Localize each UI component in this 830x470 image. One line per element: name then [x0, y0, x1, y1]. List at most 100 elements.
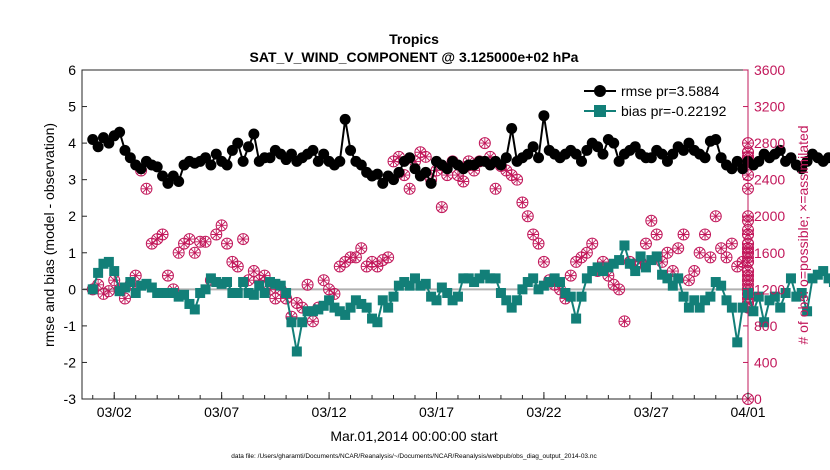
y-left-tick-label: 3: [68, 172, 76, 188]
obs-marker: [156, 228, 169, 241]
bias-point: [748, 306, 759, 317]
rmse-point: [205, 159, 217, 171]
bias-point: [334, 306, 345, 317]
bias-point: [635, 251, 646, 262]
bias-point: [318, 300, 329, 311]
bias-point: [640, 262, 651, 273]
y-left-tick-label: 6: [68, 62, 76, 78]
bias-point: [313, 304, 324, 315]
bias-point: [544, 277, 555, 288]
obs-marker: [720, 251, 733, 264]
obs-possible-circle: [231, 260, 244, 273]
obs-assimilated-cross: [673, 243, 684, 254]
bias-point: [184, 298, 195, 309]
obs-marker: [118, 292, 131, 305]
bias-point: [828, 277, 830, 288]
obs-marker: [419, 150, 432, 163]
y-axis-left-label: rmse and bias (model - observation): [41, 123, 57, 347]
y-right-tick-label: 0: [754, 391, 762, 407]
obs-marker: [693, 246, 706, 259]
obs-possible-circle: [666, 265, 679, 278]
obs-possible-circle: [247, 265, 260, 278]
obs-possible-circle: [210, 228, 223, 241]
x-tick-label: 03/27: [634, 404, 669, 420]
bias-point: [721, 295, 732, 306]
obs-assimilated-cross: [694, 247, 705, 258]
obs-assimilated-cross: [377, 255, 388, 266]
rmse-point: [334, 155, 346, 167]
obs-assimilated-cross: [254, 275, 265, 286]
bias-point: [662, 273, 673, 284]
bias-point: [216, 278, 227, 289]
bias-point: [764, 295, 775, 306]
bias-point: [109, 266, 120, 277]
obs-marker: [328, 287, 341, 300]
bias-point: [538, 280, 549, 291]
obs-possible-circle: [682, 274, 695, 287]
rmse-point: [307, 144, 319, 156]
bias-point: [469, 277, 480, 288]
obs-possible-circle: [618, 315, 631, 328]
obs-assimilated-cross: [657, 256, 668, 267]
obs-marker: [140, 182, 153, 195]
obs-marker: [435, 201, 448, 214]
bias-point: [485, 273, 496, 284]
obs-possible-circle: [161, 269, 174, 282]
obs-possible-circle: [457, 175, 470, 188]
x-tick-label: 03/17: [419, 404, 454, 420]
bias-point: [823, 273, 830, 284]
obs-possible-circle: [661, 246, 674, 259]
bias-point: [410, 273, 420, 284]
obs-possible-circle: [511, 173, 524, 186]
rmse-point: [420, 166, 432, 178]
y-right-tick-label: 3200: [754, 99, 785, 115]
x-axis-label: Mar.01,2014 00:00:00 start: [330, 428, 497, 444]
obs-marker: [672, 242, 685, 255]
obs-marker: [161, 269, 174, 282]
obs-marker: [715, 242, 728, 255]
bias-point: [307, 306, 318, 317]
obs-assimilated-cross: [501, 165, 512, 176]
obs-assimilated-cross: [608, 279, 619, 290]
obs-assimilated-cross: [587, 238, 598, 249]
bias-point: [796, 287, 807, 298]
bias-point: [146, 282, 157, 293]
y-left-tick-label: -1: [64, 318, 77, 334]
obs-assimilated-cross: [109, 275, 120, 286]
rmse-point: [533, 152, 545, 164]
obs-marker: [457, 175, 470, 188]
rmse-point: [243, 141, 254, 153]
obs-assimilated-cross: [270, 293, 281, 304]
obs-marker: [355, 242, 368, 255]
rmse-point: [92, 141, 104, 153]
bias-point: [162, 287, 173, 298]
obs-assimilated-cross: [678, 229, 689, 240]
bias-point: [340, 309, 351, 320]
obs-marker: [682, 274, 695, 287]
rmse-point: [237, 155, 249, 167]
obs-marker: [231, 260, 244, 273]
bias-point: [528, 273, 539, 284]
obs-possible-circle: [317, 274, 330, 287]
bias-point: [103, 256, 114, 267]
bias-point: [818, 266, 829, 277]
bias-point: [555, 277, 566, 288]
obs-possible-circle: [172, 246, 185, 259]
obs-assimilated-cross: [152, 234, 163, 245]
obs-assimilated-cross: [383, 252, 394, 263]
rmse-point: [823, 152, 830, 164]
obs-marker: [478, 137, 491, 150]
bias-point: [587, 266, 598, 277]
obs-assimilated-cross: [651, 229, 662, 240]
chart-title: Tropics: [389, 31, 439, 47]
obs-possible-circle: [156, 228, 169, 241]
obs-possible-circle: [355, 242, 368, 255]
rmse-point: [404, 152, 416, 164]
bias-point: [361, 302, 372, 313]
axis-ticks-layer: -3 -2 -1 0 1 2 3 4 5 6 0 400 800 1200 1600 2000 2400 2800…: [64, 62, 786, 420]
bias-point: [474, 273, 485, 284]
obs-assimilated-cross: [716, 243, 727, 254]
y-left-tick-label: 1: [68, 245, 76, 261]
obs-marker: [317, 274, 330, 287]
obs-possible-circle: [725, 237, 738, 250]
